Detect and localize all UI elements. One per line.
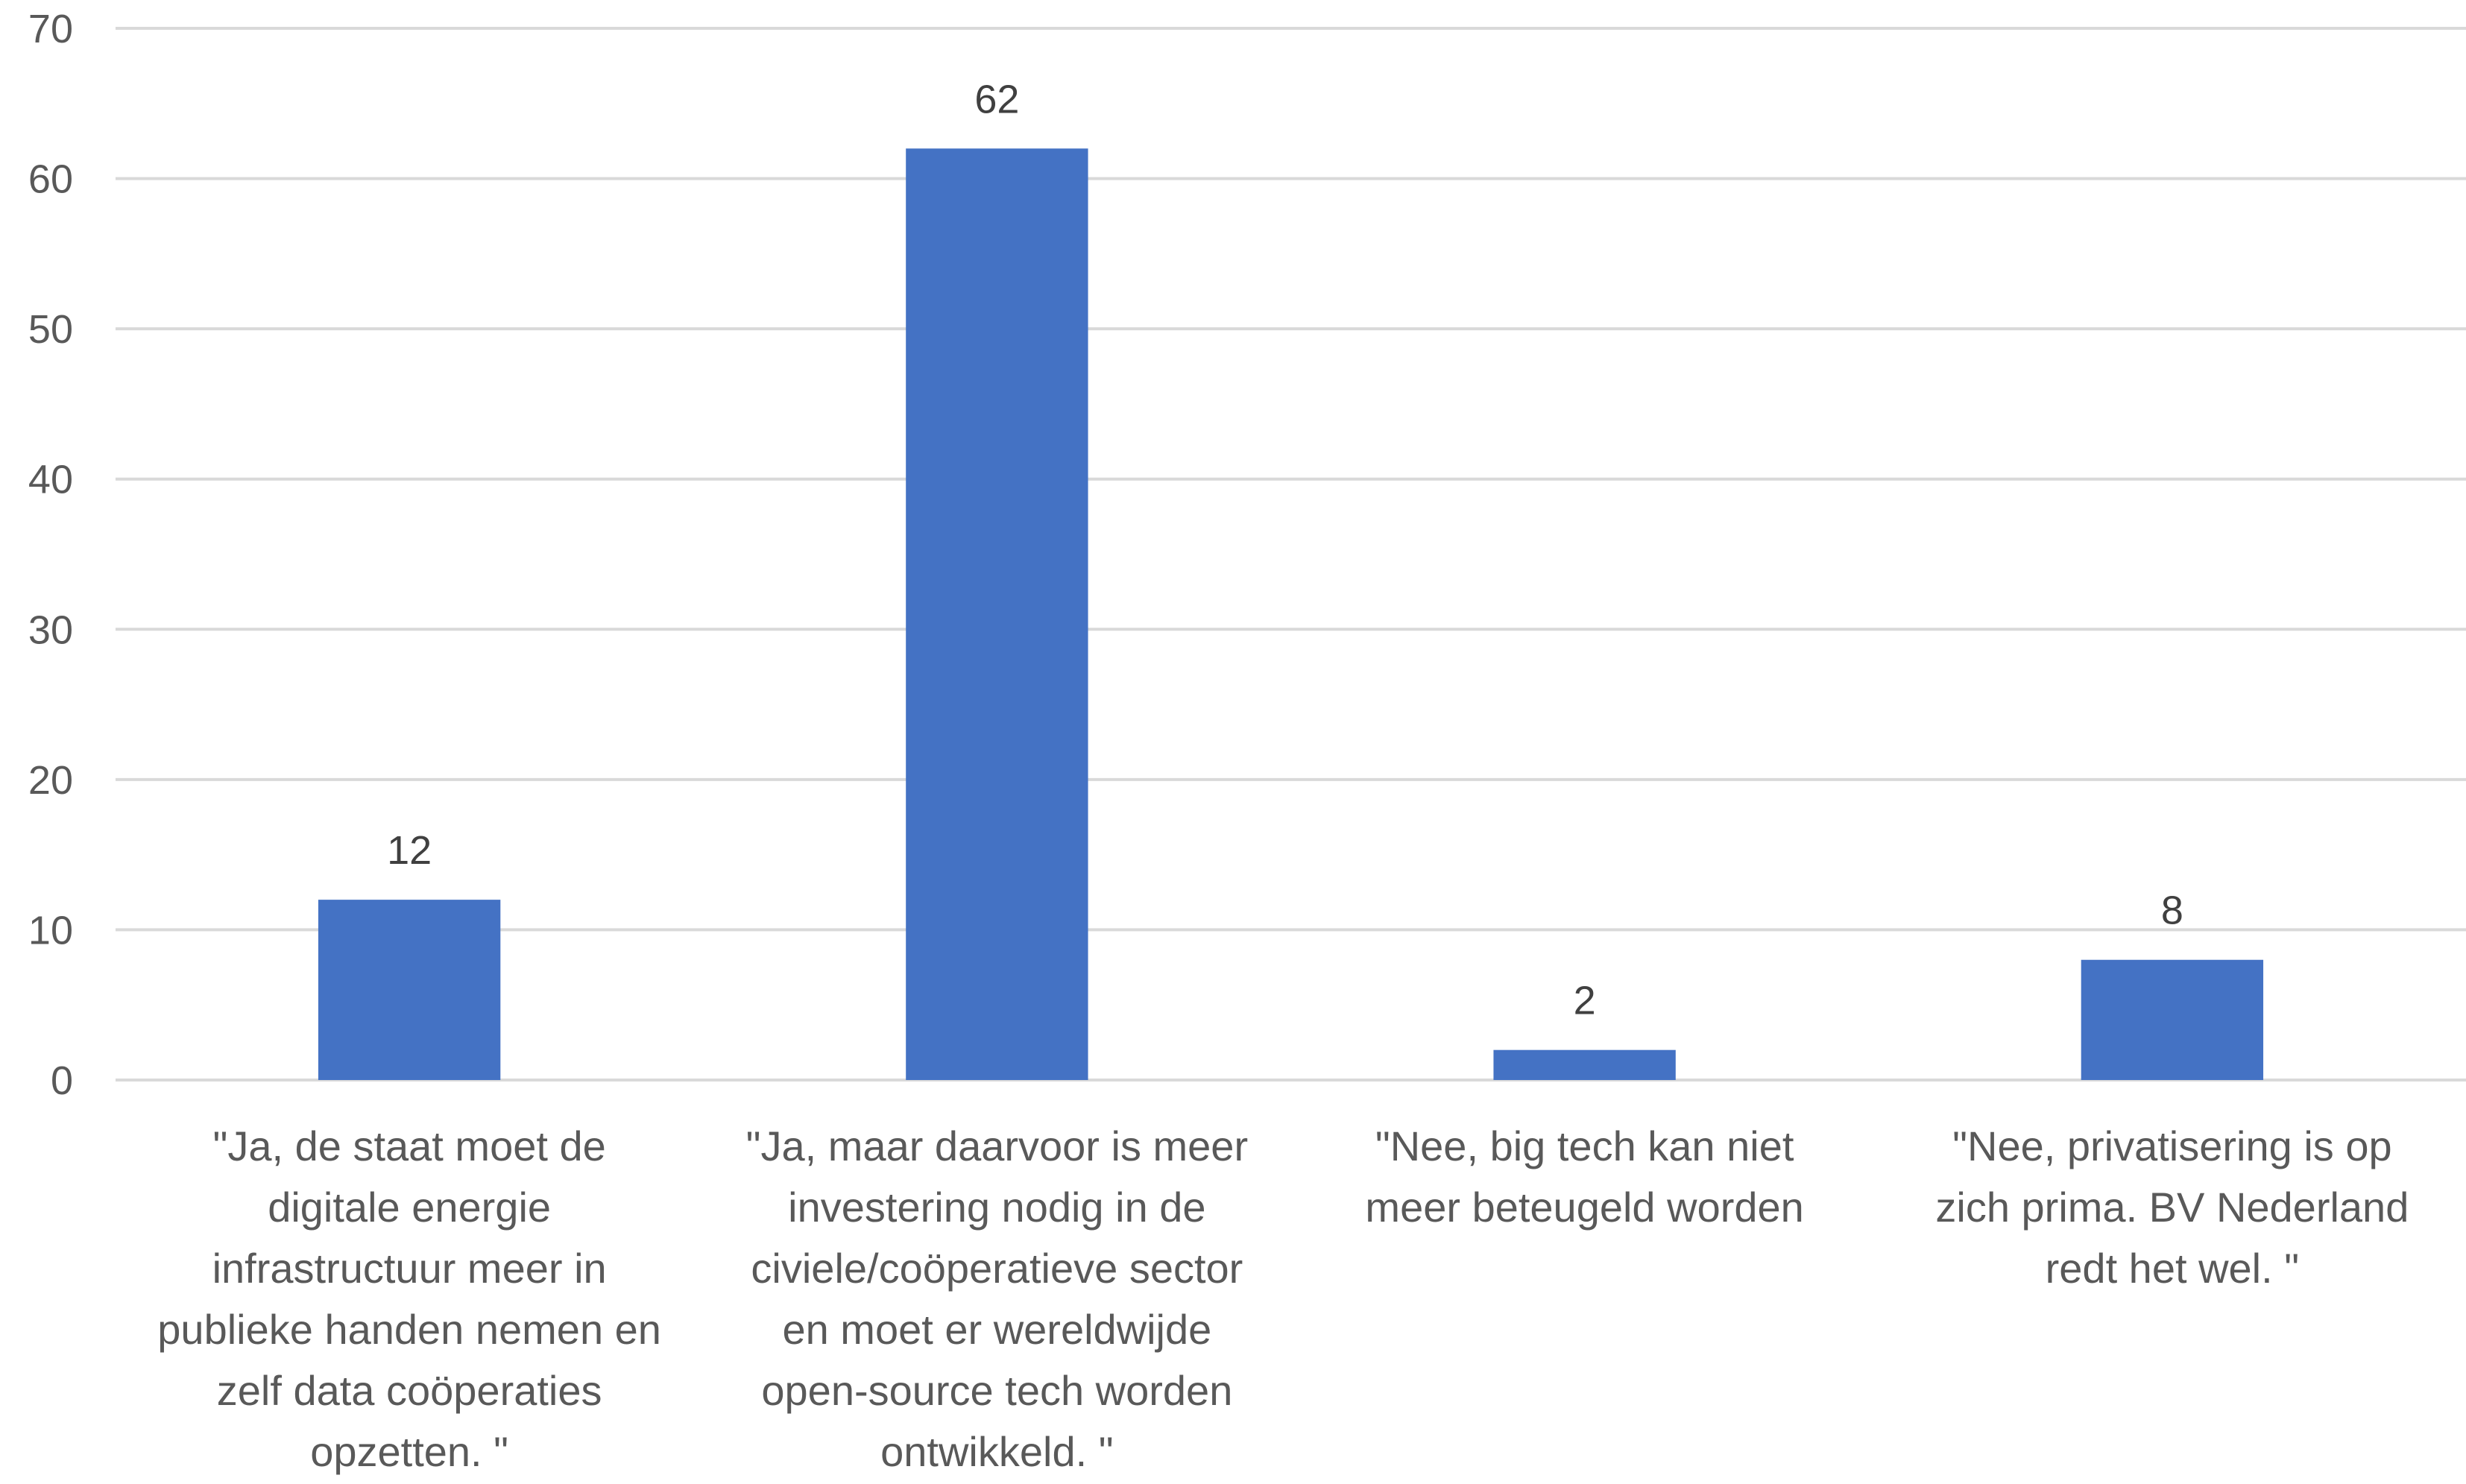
gridlines — [116, 27, 2466, 1082]
category-label-line: "Ja, maar daarvoor is meer — [746, 1123, 1248, 1169]
category-label-line: opzetten. " — [310, 1428, 508, 1475]
category-label-line: publieke handen nemen en — [157, 1306, 661, 1353]
bars — [318, 148, 2264, 1081]
category-label: "Ja, de staat moet de digitale energie inf… — [157, 1123, 661, 1475]
category-label-line: meer beteugeld worden — [1365, 1184, 1803, 1231]
data-label: 12 — [387, 828, 432, 873]
category-label-line: ontwikkeld. " — [880, 1428, 1113, 1475]
category-label-line: en moet er wereldwijde — [782, 1306, 1211, 1353]
category-label-line: digitale energie — [268, 1184, 551, 1231]
y-axis-ticks: 0 10 20 30 40 50 60 70 — [28, 7, 73, 1103]
category-label: "Ja, maar daarvoor is meer investering no… — [746, 1123, 1248, 1475]
bar — [1493, 1049, 1676, 1080]
category-label-line: open-source tech worden — [761, 1367, 1232, 1414]
category-label-line: "Ja, de staat moet de — [212, 1123, 605, 1169]
y-tick-label: 0 — [51, 1058, 73, 1103]
category-label-line: investering nodig in de — [788, 1184, 1205, 1231]
bar — [318, 900, 501, 1080]
category-label-line: "Nee, privatisering is op — [1952, 1123, 2391, 1169]
bar — [2081, 959, 2264, 1080]
category-label: "Nee, privatisering is op zich prima. BV … — [1935, 1123, 2409, 1292]
category-label-line: infrastructuur meer in — [212, 1245, 607, 1292]
y-tick-label: 60 — [28, 157, 73, 202]
category-label-line: "Nee, big tech kan niet — [1375, 1123, 1794, 1169]
y-tick-label: 10 — [28, 908, 73, 953]
y-tick-label: 20 — [28, 758, 73, 803]
category-label-line: redt het wel. " — [2046, 1245, 2299, 1292]
data-label: 2 — [1574, 979, 1596, 1023]
data-label: 8 — [2161, 888, 2183, 933]
category-label-line: zich prima. BV Nederland — [1935, 1184, 2409, 1231]
category-label: "Nee, big tech kan niet meer beteugeld wo… — [1365, 1123, 1803, 1231]
data-label: 62 — [974, 77, 1019, 121]
y-tick-label: 70 — [28, 7, 73, 51]
category-label-line: zelf data coöperaties — [217, 1367, 602, 1414]
y-tick-label: 40 — [28, 458, 73, 502]
bar — [906, 148, 1088, 1081]
y-tick-label: 30 — [28, 607, 73, 652]
category-label-line: civiele/coöperatieve sector — [751, 1245, 1243, 1292]
y-tick-label: 50 — [28, 307, 73, 352]
data-labels: 12 62 2 8 — [387, 77, 2183, 1023]
x-axis-categories: "Ja, de staat moet de digitale energie inf… — [157, 1123, 2409, 1475]
